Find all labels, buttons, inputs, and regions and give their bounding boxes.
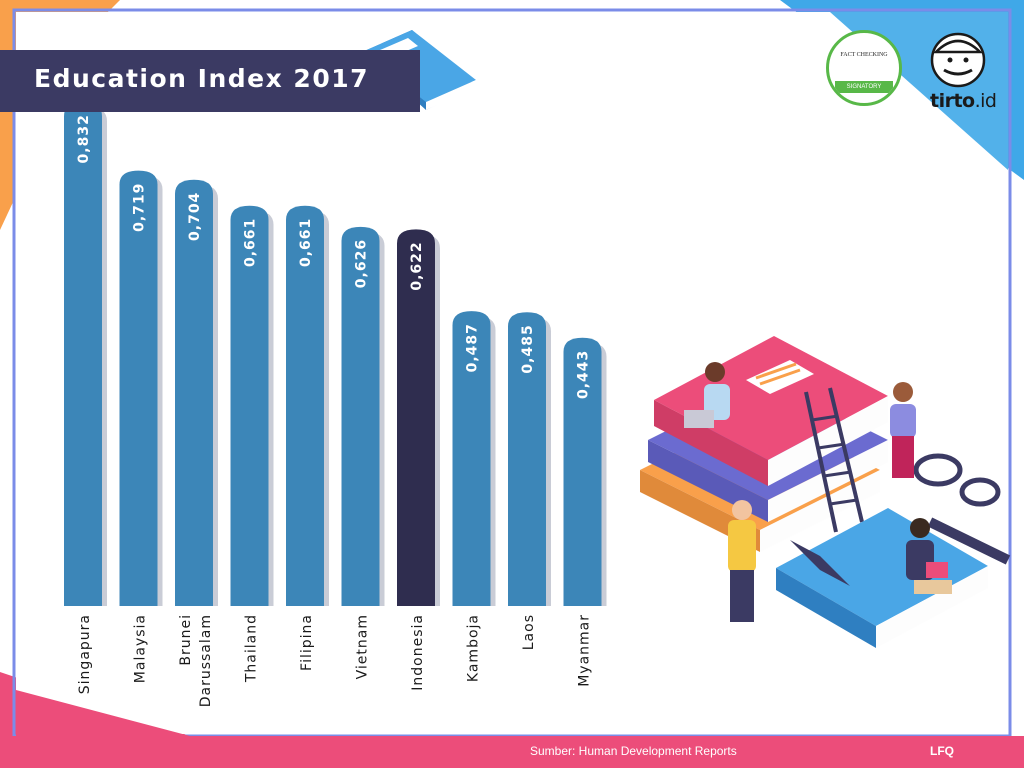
value-label: 0,487	[465, 323, 481, 372]
bar-kamboja	[452, 311, 491, 606]
category-label: Brunei	[178, 614, 194, 666]
value-label: 0,443	[576, 350, 592, 399]
left-pink-shape-inner	[16, 690, 190, 736]
bar-indonesia	[397, 229, 435, 606]
value-label: 0,485	[520, 324, 536, 373]
title-banner	[0, 50, 420, 112]
footer-bar	[0, 736, 1024, 768]
bar-brunei-darussalam	[175, 179, 213, 606]
category-label: Filipina	[299, 614, 315, 671]
category-label: Thailand	[244, 614, 260, 683]
category-label: Laos	[521, 614, 537, 650]
bar-filipina	[286, 205, 324, 606]
category-label: Darussalam	[198, 614, 214, 707]
page-title: Education Index 2017	[34, 64, 370, 93]
brand-logo: tirto.id	[930, 90, 997, 112]
value-label: 0,661	[298, 218, 314, 267]
fact-check-badge-icon: FACT CHECKING SIGNATORY	[826, 30, 902, 106]
bar-chart: 0,832 Singapura 0,719 Malaysia 0,704 Brunei Da…	[64, 102, 607, 707]
brand-name: tirto	[930, 90, 975, 112]
category-label: Kamboja	[466, 614, 482, 682]
category-label: Myanmar	[577, 614, 593, 687]
mascot-logo-icon	[930, 32, 986, 88]
bar-laos	[508, 312, 546, 606]
brand-suffix: .id	[974, 90, 997, 112]
left-orange-strip	[0, 110, 14, 230]
category-label: Malaysia	[133, 614, 149, 683]
value-label: 0,622	[409, 241, 425, 290]
category-label: Singapura	[77, 614, 93, 694]
bar-vietnam	[341, 226, 380, 606]
badge-text: FACT CHECKING	[840, 52, 888, 58]
value-label: 0,704	[187, 192, 203, 241]
value-label: 0,719	[132, 183, 148, 232]
category-label: Vietnam	[355, 614, 371, 679]
value-label: 0,626	[354, 239, 370, 288]
bar-malaysia	[119, 170, 158, 606]
category-label: Indonesia	[410, 614, 426, 691]
education-illustration	[640, 336, 1011, 648]
bar-myanmar	[563, 337, 602, 606]
value-label: 0,832	[76, 114, 92, 163]
bar-singapura	[64, 102, 102, 606]
badge-ribbon: SIGNATORY	[835, 81, 893, 93]
value-label: 0,661	[243, 218, 259, 267]
author-credit: LFQ	[930, 744, 954, 758]
source-note: Sumber: Human Development Reports	[530, 744, 737, 758]
bar-thailand	[230, 205, 269, 606]
